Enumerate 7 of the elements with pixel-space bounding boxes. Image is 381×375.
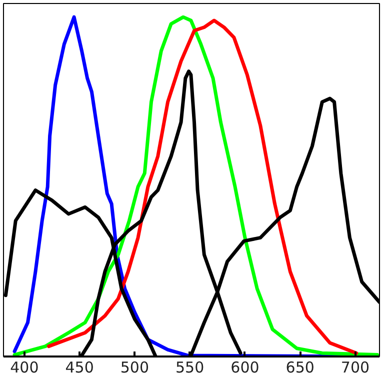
x-tick-label: 500 bbox=[120, 358, 150, 375]
x-tick-label: 550 bbox=[176, 358, 204, 375]
x-tick-label: 450 bbox=[65, 358, 94, 375]
x-tick-label: 400 bbox=[10, 358, 39, 375]
x-tick-label: 650 bbox=[286, 358, 314, 375]
x-tick-label: 700 bbox=[340, 358, 370, 375]
x-tick-label: 600 bbox=[230, 358, 260, 375]
